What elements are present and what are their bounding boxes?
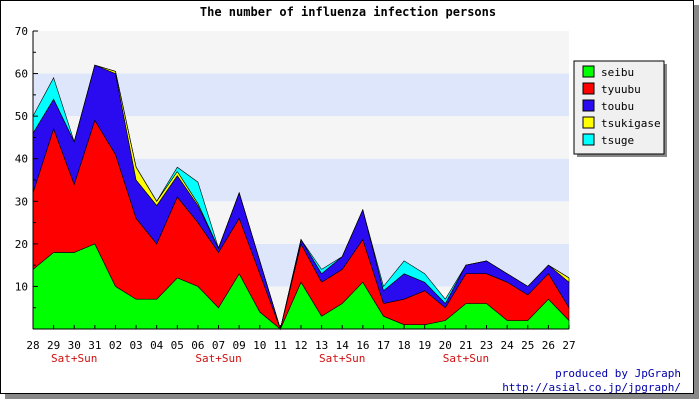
x-tick-label: 18 <box>397 339 410 352</box>
x-tick-label: 06 <box>191 339 204 352</box>
legend-label-toubu: toubu <box>601 100 634 113</box>
y-tick-label: 40 <box>15 153 28 166</box>
x-tick-label: 13 <box>315 339 328 352</box>
x-tick-label: 23 <box>480 339 493 352</box>
legend-swatch-tsuge <box>582 133 595 146</box>
grid-band <box>33 31 569 74</box>
y-tick-label: 70 <box>15 25 28 38</box>
x-tick-label: 04 <box>150 339 164 352</box>
weekend-label: Sat+Sun <box>319 352 365 365</box>
x-tick-label: 20 <box>439 339 452 352</box>
legend-swatch-toubu <box>582 99 595 112</box>
weekend-label: Sat+Sun <box>443 352 489 365</box>
y-tick-label: 60 <box>15 68 28 81</box>
x-tick-label: 12 <box>294 339 307 352</box>
legend-label-tsukigase: tsukigase <box>601 117 661 130</box>
y-tick-label: 10 <box>15 280 28 293</box>
x-tick-label: 30 <box>68 339 81 352</box>
x-tick-label: 16 <box>356 339 369 352</box>
chart-frame: The number of influenza infection person… <box>0 0 694 394</box>
legend: seibu tyuubu toubu tsukigase tsuge <box>573 60 667 157</box>
chart-title: The number of influenza infection person… <box>200 5 496 19</box>
legend-swatch-tyuubu <box>582 82 595 95</box>
area-tsuge <box>32 64 570 331</box>
x-tick-label: 10 <box>253 339 266 352</box>
x-tick-label: 17 <box>377 339 390 352</box>
x-tick-label: 31 <box>88 339 101 352</box>
x-tick-label: 11 <box>274 339 287 352</box>
x-tick-label: 24 <box>501 339 515 352</box>
x-tick-label: 27 <box>562 339 575 352</box>
weekend-label: Sat+Sun <box>51 352 97 365</box>
x-tick-label: 29 <box>47 339 60 352</box>
y-tick-label: 20 <box>15 238 28 251</box>
y-tick-label: 50 <box>15 110 28 123</box>
legend-swatch-tsukigase <box>582 116 595 129</box>
x-tick-label: 03 <box>129 339 142 352</box>
x-tick-label: 05 <box>171 339 184 352</box>
weekend-label: Sat+Sun <box>195 352 241 365</box>
footer-url: http://asial.co.jp/jpgraph/ <box>502 381 681 394</box>
x-tick-label: 14 <box>336 339 350 352</box>
x-tick-label: 07 <box>212 339 225 352</box>
x-tick-label: 19 <box>418 339 431 352</box>
x-tick-label: 28 <box>26 339 39 352</box>
x-axis-ticks: 28 29 30 31 02 03 04 05 06 07 09 10 11 12 13 14 16 17 18 19… <box>26 325 576 352</box>
legend-swatch-seibu <box>582 65 595 78</box>
x-tick-label: 02 <box>109 339 122 352</box>
y-axis-ticks: 10 20 30 40 50 60 70 <box>15 25 38 330</box>
stacked-area-chart: The number of influenza infection person… <box>15 5 667 365</box>
footer-credit: produced by JpGraph <box>555 367 681 380</box>
legend-label-seibu: seibu <box>601 66 634 79</box>
x-tick-label: 26 <box>542 339 555 352</box>
legend-label-tsuge: tsuge <box>601 134 634 147</box>
x-tick-label: 25 <box>521 339 534 352</box>
y-tick-label: 30 <box>15 195 28 208</box>
legend-label-tyuubu: tyuubu <box>601 83 641 96</box>
x-tick-label: 09 <box>233 339 246 352</box>
series-areas <box>32 64 570 331</box>
x-tick-label: 21 <box>459 339 472 352</box>
weekend-markers: Sat+Sun Sat+Sun Sat+Sun Sat+Sun <box>51 352 489 365</box>
